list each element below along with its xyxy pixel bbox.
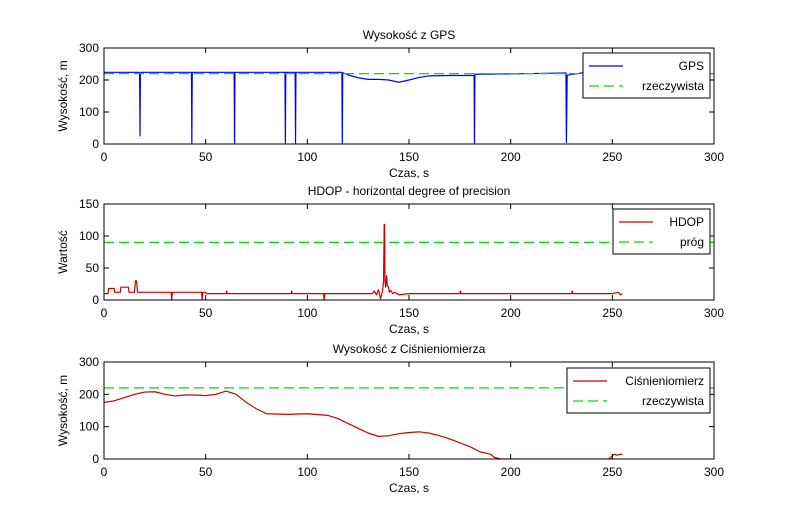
x-axis-label: Czas, s [389,322,429,336]
y-tick-label: 0 [92,137,99,151]
y-tick-label: 300 [79,355,99,369]
x-tick-label: 200 [501,465,521,479]
x-tick-label: 0 [101,150,108,164]
series-line-ci-nieniomierz [104,390,623,459]
x-tick-label: 300 [704,306,724,320]
y-axis-label: Wartość [56,230,70,274]
legend-box [612,208,711,255]
chart-title: Wysokość z Ciśnieniomierza [333,342,486,356]
x-tick-label: 0 [101,306,108,320]
subplot-2: 0 50 100 150 200 250 300 0 50 100 150 HDOP - horizo… [56,184,724,336]
x-tick-label: 100 [297,465,317,479]
x-axis-label: Czas, s [389,166,429,180]
x-tick-label: 150 [399,150,419,164]
x-tick-label: 250 [602,465,622,479]
x-tick-label: 300 [704,465,724,479]
legend: HDOP próg [612,208,711,255]
x-tick-label: 250 [602,306,622,320]
x-tick-label: 150 [399,465,419,479]
x-tick-label: 200 [501,150,521,164]
y-tick-label: 0 [92,293,99,307]
legend-box [566,367,711,414]
legend-label: Ciśnieniomierz [625,374,704,388]
subplot-1: 0 50 100 150 200 250 300 0 100 200 300 Wysokość z G… [56,28,724,180]
y-tick-label: 100 [79,229,99,243]
x-tick-label: 200 [501,306,521,320]
legend-box [582,52,711,99]
x-tick-label: 50 [199,306,213,320]
x-tick-label: 300 [704,150,724,164]
chart-title: Wysokość z GPS [363,28,456,42]
y-tick-label: 50 [86,261,100,275]
legend: GPS rzeczywista [582,52,711,99]
y-tick-label: 150 [79,197,99,211]
legend-label: rzeczywista [642,394,704,408]
y-tick-label: 200 [79,387,99,401]
y-tick-label: 100 [79,105,99,119]
series-line-hdop [104,223,623,300]
x-tick-label: 250 [602,150,622,164]
y-tick-label: 0 [92,452,99,466]
x-tick-label: 150 [399,306,419,320]
x-tick-label: 100 [297,306,317,320]
y-tick-label: 100 [79,420,99,434]
x-tick-label: 100 [297,150,317,164]
y-axis-label: Wysokość, m [56,60,70,131]
legend-label: HDOP [669,215,704,229]
y-tick-label: 300 [79,41,99,55]
y-axis-label: Wysokość, m [56,375,70,446]
legend-label: rzeczywista [642,79,704,93]
subplot-3: 0 50 100 150 200 250 300 0 100 200 300 Wysokość z C… [56,342,724,495]
chart-title: HDOP - horizontal degree of precision [308,184,511,198]
legend-label: próg [680,235,704,249]
legend-label: GPS [679,59,704,73]
x-tick-label: 0 [101,465,108,479]
series-line-gps [104,71,623,144]
legend: Ciśnieniomierz rzeczywista [566,367,711,414]
x-tick-label: 50 [199,150,213,164]
y-tick-label: 200 [79,73,99,87]
plot-area [104,204,714,300]
x-axis-label: Czas, s [389,481,429,495]
x-tick-label: 50 [199,465,213,479]
